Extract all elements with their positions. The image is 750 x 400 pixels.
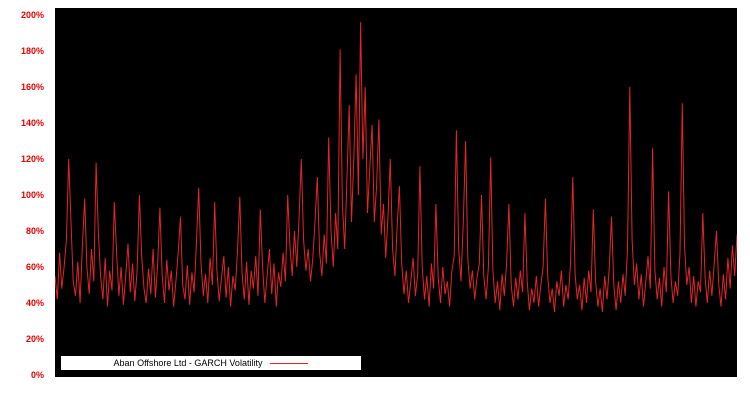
- legend: Aban Offshore Ltd - GARCH Volatility: [61, 356, 361, 370]
- legend-line-sample: [270, 362, 309, 364]
- volatility-series-plot: [55, 22, 737, 313]
- plot-area: Aban Offshore Ltd - GARCH Volatility: [55, 8, 737, 377]
- y-tick-label: 100%: [20, 190, 44, 200]
- y-tick-label: 80%: [25, 226, 44, 236]
- legend-label: Aban Offshore Ltd - GARCH Volatility: [113, 358, 263, 368]
- y-tick-label: 0%: [30, 370, 44, 380]
- y-tick-label: 40%: [25, 298, 44, 308]
- volatility-line: [55, 22, 737, 313]
- y-tick-label: 120%: [20, 154, 44, 164]
- y-tick-label: 20%: [25, 334, 44, 344]
- y-axis: 0% 20% 40% 60% 80% 100% 120% 140% 160% 180% 200%: [0, 0, 50, 400]
- y-tick-label: 160%: [20, 82, 44, 92]
- y-tick-label: 60%: [25, 262, 44, 272]
- y-tick-label: 200%: [20, 10, 44, 20]
- y-tick-label: 180%: [20, 46, 44, 56]
- y-tick-label: 140%: [20, 118, 44, 128]
